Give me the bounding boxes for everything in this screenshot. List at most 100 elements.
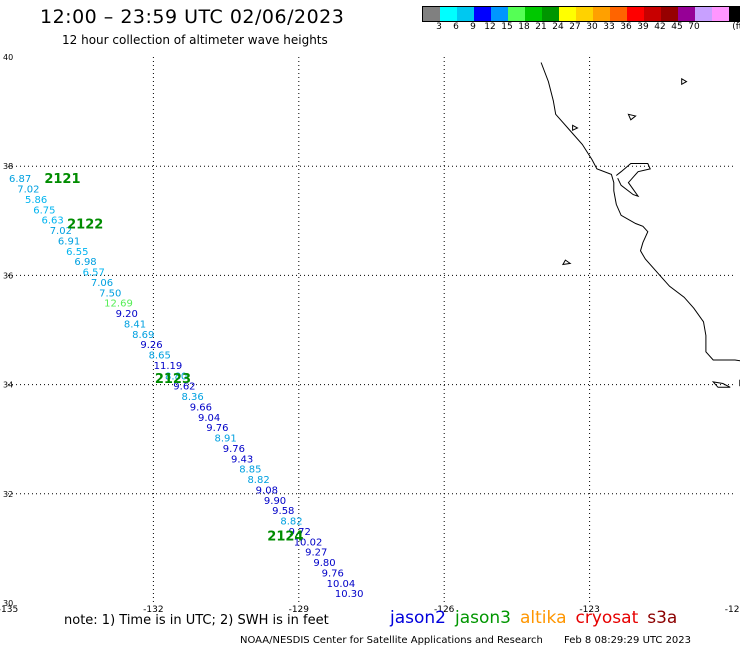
satellite-altika: altika bbox=[520, 608, 567, 628]
y-tick-label: 40 bbox=[3, 53, 13, 62]
color-scale-label: 70 bbox=[688, 22, 700, 32]
x-tick-label: -120 bbox=[725, 605, 740, 615]
wave-height-value: 9.58 bbox=[272, 506, 294, 517]
wave-height-value: 9.76 bbox=[322, 568, 344, 579]
satellite-s3a: s3a bbox=[647, 608, 678, 628]
color-scale-label: 21 bbox=[535, 22, 547, 32]
units-note: note: 1) Time is in UTC; 2) SWH is in fe… bbox=[64, 613, 329, 628]
wave-height-value: 8.82 bbox=[247, 475, 269, 486]
color-swatch bbox=[542, 7, 559, 21]
color-swatch bbox=[525, 7, 542, 21]
bay-coastline bbox=[615, 163, 651, 198]
wave-height-value: 8.82 bbox=[280, 517, 302, 528]
color-scale-label: 36 bbox=[620, 22, 632, 32]
wave-height-value: 6.55 bbox=[66, 247, 88, 258]
color-swatch bbox=[474, 7, 491, 21]
wave-height-value: 9.66 bbox=[190, 402, 212, 413]
wave-height-value: 11.19 bbox=[154, 361, 183, 372]
x-tick-label: -123 bbox=[579, 605, 599, 615]
wave-height-value: 9.80 bbox=[313, 558, 335, 569]
color-scale-label: 12 bbox=[484, 22, 496, 32]
color-swatch bbox=[627, 7, 644, 21]
x-tick-label: -126 bbox=[434, 605, 455, 615]
wave-height-value: 7.02 bbox=[17, 185, 39, 196]
satellite-legend: jason2 jason3 altika cryosat s3a bbox=[390, 608, 686, 628]
color-scale-label: 42 bbox=[654, 22, 666, 32]
wave-height-value: 8.91 bbox=[214, 434, 236, 445]
color-scale-label: 45 bbox=[671, 22, 683, 32]
wave-height-value: 8.85 bbox=[239, 465, 261, 476]
footer: NOAA/NESDIS Center for Satellite Applica… bbox=[240, 635, 691, 646]
x-tick-label: -132 bbox=[143, 605, 163, 615]
color-swatch bbox=[457, 7, 474, 21]
wave-height-value: 6.91 bbox=[58, 236, 80, 247]
wave-height-value: 9.43 bbox=[231, 454, 253, 465]
y-tick-label: 32 bbox=[3, 490, 13, 499]
wave-height-value: 9.76 bbox=[223, 444, 245, 455]
wave-height-value: 9.04 bbox=[198, 413, 220, 424]
wave-height-value: 9.62 bbox=[173, 382, 195, 393]
wave-height-color-scale bbox=[422, 6, 740, 22]
color-scale-label: 18 bbox=[518, 22, 530, 32]
island bbox=[711, 381, 731, 388]
color-swatch bbox=[576, 7, 593, 21]
color-scale-label: 24 bbox=[552, 22, 564, 32]
wave-height-value: 7.02 bbox=[50, 226, 72, 237]
satellite-jason2: jason2 bbox=[390, 608, 446, 628]
color-scale-label: 39 bbox=[637, 22, 649, 32]
wave-height-value: 8.80 bbox=[165, 371, 187, 382]
wave-height-value: 9.72 bbox=[289, 527, 311, 538]
coastline bbox=[540, 62, 740, 362]
wave-height-value: 9.26 bbox=[140, 340, 162, 351]
color-scale-label: 33 bbox=[603, 22, 615, 32]
color-swatch bbox=[440, 7, 457, 21]
wave-height-value: 8.41 bbox=[124, 319, 146, 330]
map-title: 12:00 – 23:59 UTC 02/06/2023 bbox=[40, 6, 345, 28]
wave-height-value: 9.76 bbox=[206, 423, 228, 434]
wave-height-value: 5.86 bbox=[25, 195, 47, 206]
x-tick-label: -129 bbox=[289, 605, 310, 615]
color-swatch bbox=[661, 7, 678, 21]
satellite-cryosat: cryosat bbox=[575, 608, 639, 628]
wave-height-value: 8.65 bbox=[149, 351, 171, 362]
wave-height-value: 10.04 bbox=[327, 579, 356, 590]
footer-timestamp: Feb 8 08:29:29 UTC 2023 bbox=[564, 635, 692, 646]
color-scale-label: 30 bbox=[586, 22, 598, 32]
pass-number-label: 2122 bbox=[67, 218, 103, 233]
color-swatch bbox=[610, 7, 627, 21]
color-scale-label: (ft) bbox=[732, 22, 740, 32]
x-tick-label: -135 bbox=[0, 605, 18, 615]
wave-height-value: 6.75 bbox=[33, 205, 55, 216]
color-swatch bbox=[593, 7, 610, 21]
wave-height-value: 12.69 bbox=[104, 299, 133, 310]
wave-height-value: 6.63 bbox=[41, 216, 63, 227]
wave-height-value: 6.87 bbox=[9, 174, 31, 185]
color-scale-label: 3 bbox=[436, 22, 442, 32]
color-swatch bbox=[695, 7, 712, 21]
island bbox=[681, 77, 688, 86]
wave-height-value: 9.90 bbox=[264, 496, 286, 507]
color-swatch bbox=[508, 7, 525, 21]
y-tick-label: 30 bbox=[3, 599, 13, 608]
wave-height-value: 6.57 bbox=[83, 268, 105, 279]
wave-height-value: 10.30 bbox=[335, 589, 364, 600]
wave-height-value: 8.69 bbox=[132, 330, 154, 341]
map-subtitle: 12 hour collection of altimeter wave hei… bbox=[62, 33, 328, 47]
wave-height-value: 7.50 bbox=[99, 288, 121, 299]
color-swatch bbox=[491, 7, 508, 21]
wave-height-value: 8.36 bbox=[182, 392, 204, 403]
pass-number-label: 2123 bbox=[155, 372, 191, 387]
color-swatch bbox=[678, 7, 695, 21]
color-swatch bbox=[644, 7, 661, 21]
color-swatch bbox=[559, 7, 576, 21]
island bbox=[572, 124, 579, 131]
satellite-jason3: jason3 bbox=[455, 608, 511, 628]
wave-height-value: 9.08 bbox=[256, 485, 278, 496]
color-scale-label: 15 bbox=[501, 22, 513, 32]
island bbox=[627, 113, 637, 121]
color-scale-label: 6 bbox=[453, 22, 459, 32]
y-tick-label: 38 bbox=[3, 162, 13, 171]
color-scale-label: 9 bbox=[470, 22, 476, 32]
